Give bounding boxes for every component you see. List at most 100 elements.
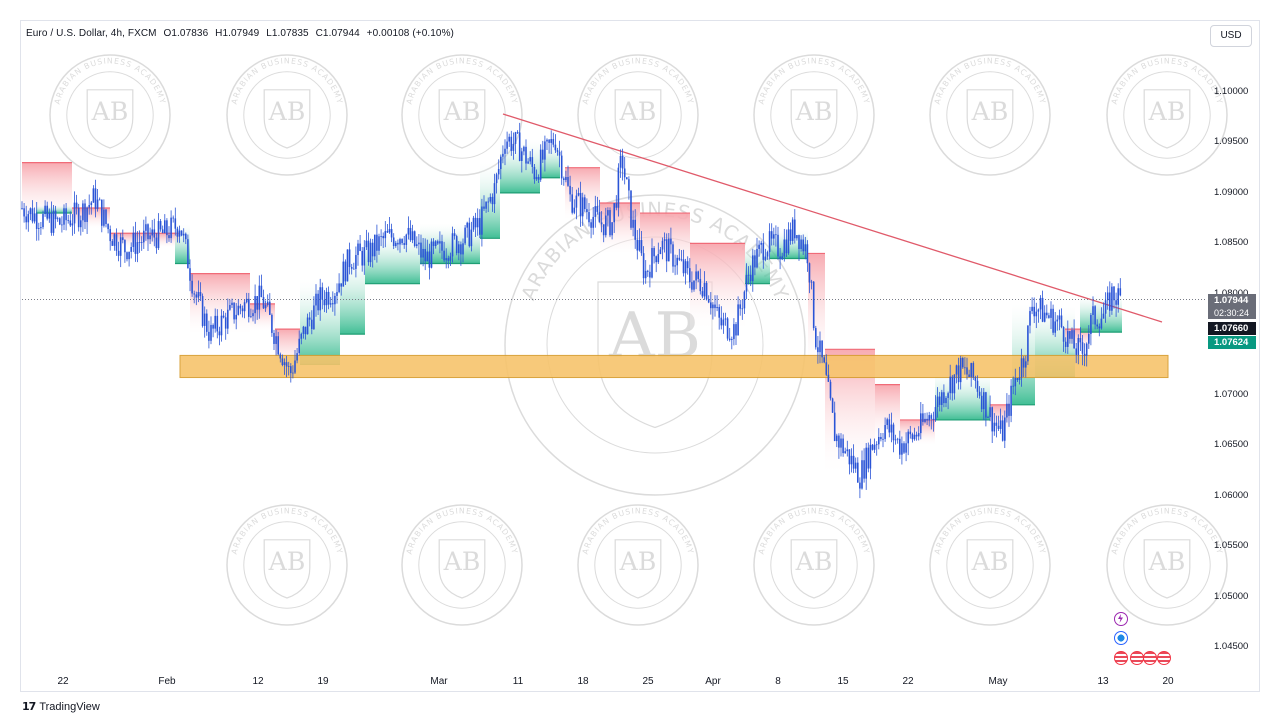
- candle-body: [861, 460, 863, 489]
- candle-body: [82, 203, 84, 221]
- watermark-initials: AB: [1148, 547, 1186, 576]
- candle-body: [166, 220, 168, 236]
- candle-body: [128, 251, 130, 260]
- time-axis-label: 22: [902, 676, 914, 687]
- candle-body: [722, 319, 725, 326]
- candle-body: [745, 274, 748, 292]
- candle-body: [164, 220, 166, 234]
- candle-body: [378, 236, 380, 251]
- candle-body: [439, 241, 441, 244]
- candle-body: [367, 240, 370, 263]
- candle-body: [670, 238, 672, 245]
- candle-body: [476, 218, 479, 228]
- candle-body: [445, 258, 447, 261]
- candle-body: [962, 357, 964, 368]
- candle-body: [623, 168, 626, 178]
- candle-body: [1048, 315, 1050, 318]
- candle-body: [357, 243, 359, 256]
- candle-body: [535, 176, 538, 180]
- candle-body: [680, 259, 683, 261]
- legend-open: O1.07836: [163, 28, 209, 39]
- candle-body: [915, 434, 918, 437]
- candle-body: [770, 231, 773, 239]
- candle-body: [936, 396, 939, 408]
- candle-body: [126, 252, 128, 260]
- candle-body: [1012, 385, 1014, 387]
- candle-body: [422, 248, 424, 258]
- candle-body: [544, 141, 546, 160]
- candle-body: [938, 396, 941, 405]
- candle-body: [29, 208, 32, 215]
- candle-body: [92, 188, 95, 203]
- us-flag-icon[interactable]: [1157, 651, 1171, 665]
- candle-body: [481, 206, 483, 235]
- candle-body: [504, 148, 506, 154]
- candle-body: [252, 313, 254, 317]
- candle-body: [663, 239, 666, 241]
- candle-body: [233, 302, 235, 320]
- candle-body: [598, 211, 601, 223]
- candle-body: [934, 407, 937, 420]
- watermark-initials: AB: [443, 547, 481, 576]
- candle-body: [409, 227, 412, 241]
- lightning-icon[interactable]: [1114, 612, 1128, 626]
- globe-icon[interactable]: [1114, 631, 1128, 645]
- watermark-initials: AB: [443, 97, 481, 126]
- bull-band: [365, 233, 420, 284]
- candle-body: [115, 234, 118, 251]
- candle-body: [626, 177, 628, 180]
- candle-body: [871, 444, 874, 450]
- time-axis-label: 20: [1162, 676, 1174, 687]
- candle-body: [254, 296, 256, 314]
- candle-body: [155, 237, 158, 249]
- candle-body: [1109, 292, 1111, 311]
- candle-body: [143, 230, 145, 243]
- tradingview-logo[interactable]: 𝟭𝟳 TradingView: [22, 700, 100, 714]
- candle-body: [827, 374, 830, 382]
- candle-body: [653, 248, 655, 257]
- candle-body: [474, 217, 477, 228]
- us-flag-icon[interactable]: [1114, 651, 1128, 665]
- candle-body: [105, 209, 107, 225]
- candle-body: [741, 308, 744, 310]
- candle-body: [873, 444, 876, 450]
- candle-body: [258, 285, 261, 310]
- candle-body: [73, 202, 76, 224]
- candle-body: [634, 219, 636, 240]
- candle-body: [777, 234, 779, 257]
- watermark-initials: AB: [268, 97, 306, 126]
- candle-body: [1073, 330, 1075, 349]
- time-axis-label: 19: [317, 676, 329, 687]
- candle-body: [479, 218, 481, 235]
- candle-body: [145, 224, 147, 231]
- candle-body: [208, 331, 210, 341]
- candle-body: [930, 415, 933, 419]
- candle-body: [775, 234, 777, 236]
- candle-body: [1037, 309, 1040, 312]
- candle-body: [640, 240, 643, 254]
- candle-body: [810, 281, 813, 283]
- candle-body: [161, 229, 164, 234]
- time-axis-label: Feb: [158, 676, 176, 687]
- candle-body: [94, 188, 97, 209]
- candle-body: [609, 210, 611, 236]
- currency-button[interactable]: USD: [1210, 25, 1252, 47]
- us-flag-icon[interactable]: [1130, 651, 1144, 665]
- candle-body: [594, 206, 597, 217]
- candle-body: [899, 438, 901, 455]
- candle-body: [993, 422, 996, 432]
- candle-body: [287, 366, 290, 367]
- candle-body: [1088, 334, 1090, 344]
- candle-body: [317, 293, 319, 311]
- candle-body: [413, 231, 416, 246]
- candle-body: [273, 332, 275, 344]
- candle-body: [416, 244, 418, 246]
- candle-body: [565, 176, 567, 180]
- candle-body: [292, 372, 294, 374]
- candle-body: [495, 174, 498, 184]
- candle-body: [542, 149, 544, 160]
- us-flag-icon[interactable]: [1143, 651, 1157, 665]
- candle-body: [1106, 292, 1109, 301]
- candle-body: [789, 229, 792, 241]
